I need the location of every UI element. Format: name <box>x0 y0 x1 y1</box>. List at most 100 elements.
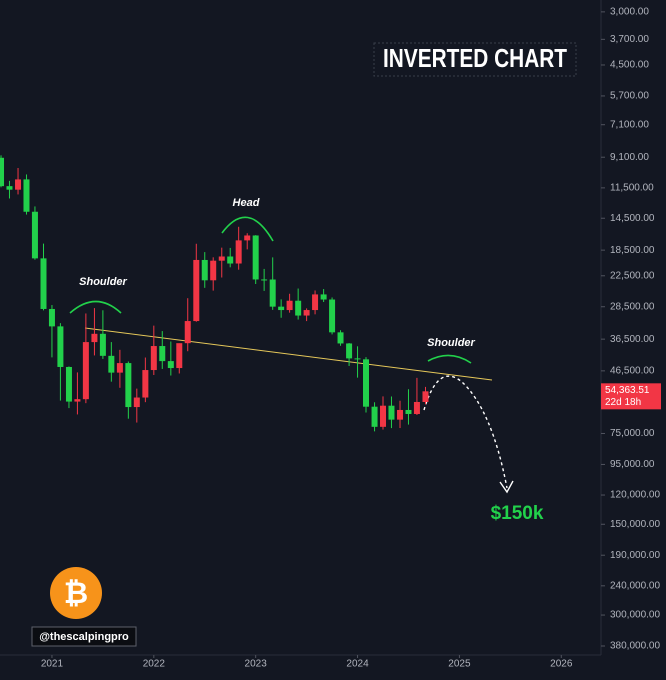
candle-body <box>82 342 89 400</box>
candle-body <box>286 300 293 311</box>
candle-body <box>65 366 72 402</box>
shoulder-arc <box>427 354 472 364</box>
candle-body <box>362 359 369 407</box>
candle-body <box>74 399 81 402</box>
candle-body <box>133 397 140 408</box>
y-tick-label: 150,000.00 <box>610 519 660 530</box>
y-tick-label: 46,500.00 <box>610 366 655 377</box>
last-price-label: 54,363.51 <box>605 385 650 396</box>
candle-body <box>23 179 30 212</box>
logo-symbol: ₿ <box>64 577 88 610</box>
projection-arrow <box>499 480 514 494</box>
y-tick-label: 240,000.00 <box>610 580 660 591</box>
y-tick-label: 380,000.00 <box>610 641 660 652</box>
candle-body <box>116 363 123 373</box>
candle-body <box>40 258 47 309</box>
candle-body <box>354 358 361 360</box>
x-tick-label: 2023 <box>245 659 268 670</box>
candle-body <box>261 279 268 281</box>
candle-body <box>380 405 387 427</box>
candle-body <box>329 299 336 333</box>
candle-body <box>99 333 106 356</box>
y-tick-label: 300,000.00 <box>610 610 660 621</box>
y-tick-label: 7,100.00 <box>610 119 649 130</box>
y-tick-label: 4,500.00 <box>610 60 649 71</box>
candle-body <box>422 391 429 402</box>
y-tick-label: 14,500.00 <box>610 213 655 224</box>
candle-body <box>337 332 344 344</box>
candle-body <box>176 343 183 369</box>
annotation: Head <box>233 197 260 209</box>
candle-body <box>371 406 378 427</box>
candle-body <box>295 300 302 316</box>
target-label: $150k <box>491 503 544 524</box>
candle-body <box>227 256 234 264</box>
x-tick-label: 2022 <box>143 659 166 670</box>
candle-body <box>0 157 5 187</box>
candle-body <box>91 333 98 343</box>
title-box <box>373 42 577 77</box>
countdown-label: 22d 18h <box>605 397 641 408</box>
candle-body <box>388 405 395 420</box>
y-tick-label: 120,000.00 <box>610 490 660 501</box>
chart-title: INVERTED CHART <box>383 43 567 73</box>
candle-body <box>150 346 157 371</box>
candle-body <box>167 361 174 369</box>
y-tick-label: 5,700.00 <box>610 91 649 102</box>
candle-body <box>397 409 404 420</box>
candle-body <box>210 260 217 281</box>
candle-body <box>201 259 208 281</box>
y-tick-label: 95,000.00 <box>610 459 655 470</box>
x-tick-label: 2026 <box>550 659 573 670</box>
candle-body <box>142 370 149 398</box>
last-price-box <box>601 383 661 410</box>
candle-body <box>159 346 166 362</box>
candle-body <box>235 240 242 264</box>
x-tick-label: 2025 <box>448 659 471 670</box>
y-tick-label: 9,100.00 <box>610 152 649 163</box>
candle-body <box>320 294 327 300</box>
candle-body <box>48 308 55 327</box>
y-tick-label: 190,000.00 <box>610 550 660 561</box>
watermark: @thescalpingpro <box>39 631 129 643</box>
candle-body <box>125 363 132 408</box>
shoulder-arc <box>69 300 122 314</box>
projection-path <box>423 375 508 489</box>
y-tick-label: 36,500.00 <box>610 334 655 345</box>
x-tick-label: 2024 <box>346 659 369 670</box>
neckline <box>84 327 493 381</box>
candle-body <box>15 179 22 190</box>
candle-body <box>405 409 412 414</box>
watermark-box <box>31 626 137 647</box>
candle-body <box>57 326 64 367</box>
candle-body <box>252 235 259 280</box>
y-tick-label: 3,000.00 <box>610 7 649 18</box>
y-tick-label: 3,700.00 <box>610 34 649 45</box>
y-tick-label: 11,500.00 <box>610 183 654 194</box>
candle-body <box>218 256 225 261</box>
head-arc <box>221 216 274 242</box>
candle-body <box>6 186 13 190</box>
y-tick-label: 28,500.00 <box>610 301 655 312</box>
x-tick-label: 2021 <box>41 659 64 670</box>
candle-body <box>278 306 285 311</box>
candle-body <box>184 321 191 344</box>
candle-body <box>413 401 420 414</box>
y-tick-label: 22,500.00 <box>610 270 655 281</box>
annotation: Shoulder <box>427 337 475 349</box>
candle-body <box>244 235 251 241</box>
candle-body <box>346 343 353 359</box>
candle-body <box>312 294 319 311</box>
candle-body <box>303 310 310 316</box>
candle-body <box>108 355 115 373</box>
candle-body <box>31 211 38 259</box>
y-tick-label: 75,000.00 <box>610 428 655 439</box>
annotation: Shoulder <box>79 276 127 288</box>
candle-body <box>193 259 200 322</box>
y-tick-label: 18,500.00 <box>610 245 655 256</box>
candle-body <box>269 279 276 307</box>
logo <box>50 567 102 619</box>
